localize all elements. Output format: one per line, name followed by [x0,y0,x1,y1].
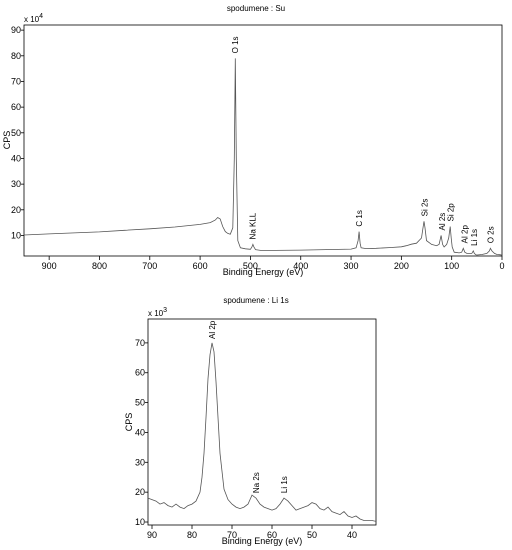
survey-series-line [23,58,503,256]
survey-y-tick-label: 30 [11,179,21,189]
survey-peak-label: Al 2p [460,225,469,244]
survey-peak-label: Na KLL [248,212,257,239]
survey-y-tick-label: 20 [11,205,21,215]
li1s-peak-label: Li 1s [280,476,289,493]
survey-peak-label: Si 2p [447,203,456,222]
survey-x-tick-label: 0 [499,261,504,271]
li1s-peak-label: Na 2s [252,472,261,493]
survey-x-tick-label: 500 [243,261,258,271]
survey-y-tick-label: 10 [11,230,21,240]
survey-y-ticks: 10 20 30 40 50 60 70 80 90 [11,25,24,240]
li1s-y-tick-label: 70 [135,338,145,348]
li1s-y-tick-label: 60 [135,368,145,378]
li1s-y-tick-label: 40 [135,427,145,437]
li1s-x-tick-label: 40 [347,530,357,540]
survey-plot-frame [23,24,503,257]
survey-y-tick-label: 40 [11,153,21,163]
survey-peak-label: O 2s [486,226,495,243]
li1s-y-tick-label: 20 [135,487,145,497]
li1s-x-tick-label: 80 [187,530,197,540]
survey-x-ticks: 900 800 700 600 500 400 300 200 100 0 [42,256,505,271]
li1s-x-tick-label: 50 [307,530,317,540]
survey-y-tick-label: 60 [11,102,21,112]
survey-x-tick-label: 900 [42,261,57,271]
survey-x-tick-label: 800 [92,261,107,271]
li1s-y-multiplier: x 103 [148,307,167,318]
survey-x-tick-label: 400 [293,261,308,271]
survey-y-tick-label: 50 [11,128,21,138]
survey-y-tick-label: 80 [11,51,21,61]
li1s-peak-labels: Al 2p Na 2s Li 1s [208,320,289,493]
survey-x-tick-label: 100 [444,261,459,271]
survey-y-tick-label: 70 [11,76,21,86]
li1s-y-ticks: 10 20 30 40 50 60 70 [135,338,148,527]
li1s-x-tick-label: 70 [227,530,237,540]
survey-y-tick-label: 90 [11,25,21,35]
li1s-y-tick-label: 10 [135,517,145,527]
li1s-plot-frame [147,318,377,526]
survey-y-axis-title: CPS [2,131,12,150]
survey-y-multiplier: x 104 [24,13,43,24]
survey-x-tick-label: 700 [142,261,157,271]
survey-spectrum-chart: spodumene : Su x 104 CPS Binding Energy … [2,4,505,277]
li1s-peak-label: Al 2p [208,320,217,339]
survey-x-tick-label: 600 [193,261,208,271]
survey-chart-title: spodumene : Su [227,4,285,13]
li1s-x-tick-label: 90 [147,530,157,540]
li1s-x-axis-title: Binding Energy (eV) [222,536,303,546]
li1s-y-exponent: 3 [163,307,167,314]
li1s-x-tick-label: 60 [267,530,277,540]
survey-peak-label: O 1s [231,36,240,53]
survey-peak-label: Al 2s [438,213,447,231]
survey-peak-label: C 1s [355,210,364,226]
survey-y-exponent: 4 [39,13,43,20]
li1s-spectrum-chart: spodumene : Li 1s x 103 CPS Binding Ener… [124,296,377,546]
survey-x-tick-label: 300 [344,261,359,271]
li1s-y-tick-label: 50 [135,398,145,408]
survey-peak-label: Li 1s [470,229,479,246]
survey-x-tick-label: 200 [394,261,409,271]
survey-peak-label: Si 2s [421,199,430,217]
li1s-y-axis-title: CPS [124,413,134,432]
li1s-chart-title: spodumene : Li 1s [223,296,288,305]
survey-x-axis-title: Binding Energy (eV) [223,267,304,277]
li1s-x-ticks: 90 80 70 60 50 40 [147,525,357,540]
li1s-y-tick-label: 30 [135,457,145,467]
li1s-series-line [147,342,377,522]
